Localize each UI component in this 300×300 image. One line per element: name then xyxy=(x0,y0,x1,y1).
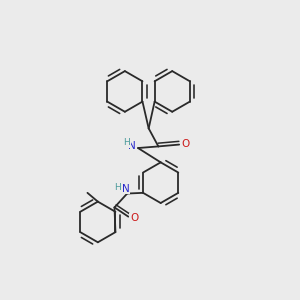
Text: O: O xyxy=(182,139,190,149)
Text: H: H xyxy=(115,183,121,192)
Text: O: O xyxy=(130,214,138,224)
Text: H: H xyxy=(124,139,130,148)
Text: N: N xyxy=(122,184,130,194)
Text: N: N xyxy=(128,141,135,151)
